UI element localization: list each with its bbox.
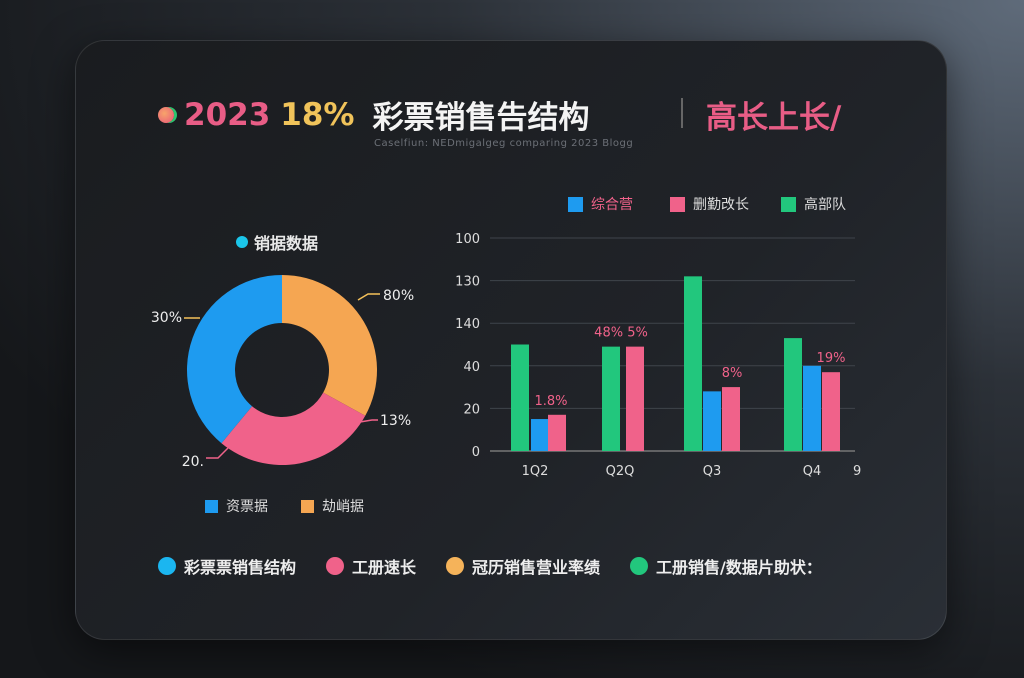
bottom-legend-item: 工册速长 [326,554,416,578]
y-tick-label: 100 [455,232,480,247]
x-tick-label: Q4 [803,464,822,479]
donut-legend-item: 资票据 [205,496,268,516]
legend-label: 高部队 [804,197,846,213]
title-divider [681,98,683,128]
y-tick-label: 140 [455,317,480,332]
bottom-legend-item: 彩票票销售结构 [158,554,296,578]
header-title: 2023 18% 彩票销售告结构 [158,92,589,137]
legend-swatch-icon [301,499,314,513]
y-tick-label: 0 [472,445,480,460]
bar-pink [722,387,740,451]
legend-swatch-icon [670,196,685,212]
donut-title-text: 销据数据 [254,234,319,253]
bar-legend-item: 综合营 [568,194,633,214]
bar-green [602,346,620,451]
y-tick-label: 20 [463,402,480,417]
legend-dot-icon [446,557,465,575]
donut-legend-item: 劫峭据 [301,496,364,516]
bar-data-label: 19% [817,351,846,366]
legend-dot-icon [158,557,176,575]
leader-line [359,419,378,423]
legend-label: 工册销售/数据片助状： [656,558,822,577]
logo-dot-icon [158,106,174,123]
y-tick-label: 40 [463,360,480,375]
legend-label: 冠历销售营业率绩 [472,558,601,577]
donut-title: 销据数据 [236,230,318,254]
donut-title-dot-icon [236,236,248,248]
donut-data-label: 13% [380,413,411,429]
bar-legend-item: 高部队 [781,194,846,214]
subtitle: Caselfiun: NEDmigalgeg comparing 2023 Bl… [374,138,634,149]
bar-legend-item: 删勤改长 [670,194,749,214]
bottom-legend-item: 冠历销售营业率绩 [446,554,600,578]
donut-data-label: 20. [182,454,204,470]
donut-slice [187,275,282,444]
legend-label: 工册速长 [352,558,417,577]
x-tick-label: 1Q2 [522,464,549,479]
bar-blue [703,391,721,451]
legend-dot-icon [630,557,649,575]
donut-data-label: 30% [151,310,182,326]
title-percent: 18% [280,96,355,133]
legend-swatch-icon [205,499,218,513]
leader-line [206,447,229,459]
bar-data-label: 8% [722,366,743,381]
bar-green [684,276,702,451]
legend-swatch-icon [781,196,796,212]
bar-blue [531,419,549,451]
x-tick-label: Q2Q [606,464,635,479]
title-year: 2023 [184,96,271,133]
bar-blue [803,365,821,451]
legend-label: 综合营 [591,197,633,213]
legend-label: 彩票票销售结构 [184,558,297,577]
bar-pink [822,372,840,451]
y-tick-label: 130 [455,275,480,290]
donut-data-label: 80% [383,288,414,304]
bar-pink [548,414,566,451]
bottom-legend-item: 工册销售/数据片助状： [630,554,822,578]
x-tick-label: 9 [853,464,861,479]
legend-label: 删勤改长 [693,197,749,213]
bar-data-label: 1.8% [534,394,567,409]
legend-dot-icon [326,557,345,575]
bar-pink [626,346,644,451]
bottom-legend: 彩票票销售结构 工册速长 冠历销售营业率绩 工册销售/数据片助状： [158,554,822,578]
bar-data-label: 48% 5% [594,326,648,341]
donut-slice [282,275,377,416]
title-main: 彩票销售告结构 [372,100,590,136]
title-right: 高长上长/ [706,100,842,136]
bar-green [784,338,802,451]
legend-label: 劫峭据 [322,499,364,515]
x-tick-label: Q3 [703,464,722,479]
donut-slice [221,392,366,465]
legend-swatch-icon [568,196,583,212]
legend-label: 资票据 [226,499,268,515]
bar-green [511,344,529,451]
leader-line [357,293,380,301]
